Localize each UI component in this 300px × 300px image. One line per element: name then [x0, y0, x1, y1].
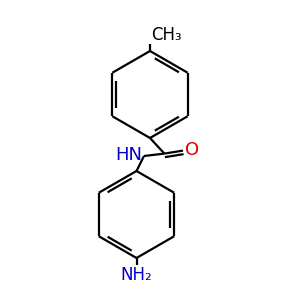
- Text: HN: HN: [116, 146, 142, 164]
- Text: NH₂: NH₂: [121, 266, 152, 284]
- Text: O: O: [184, 141, 199, 159]
- Text: CH₃: CH₃: [152, 26, 182, 44]
